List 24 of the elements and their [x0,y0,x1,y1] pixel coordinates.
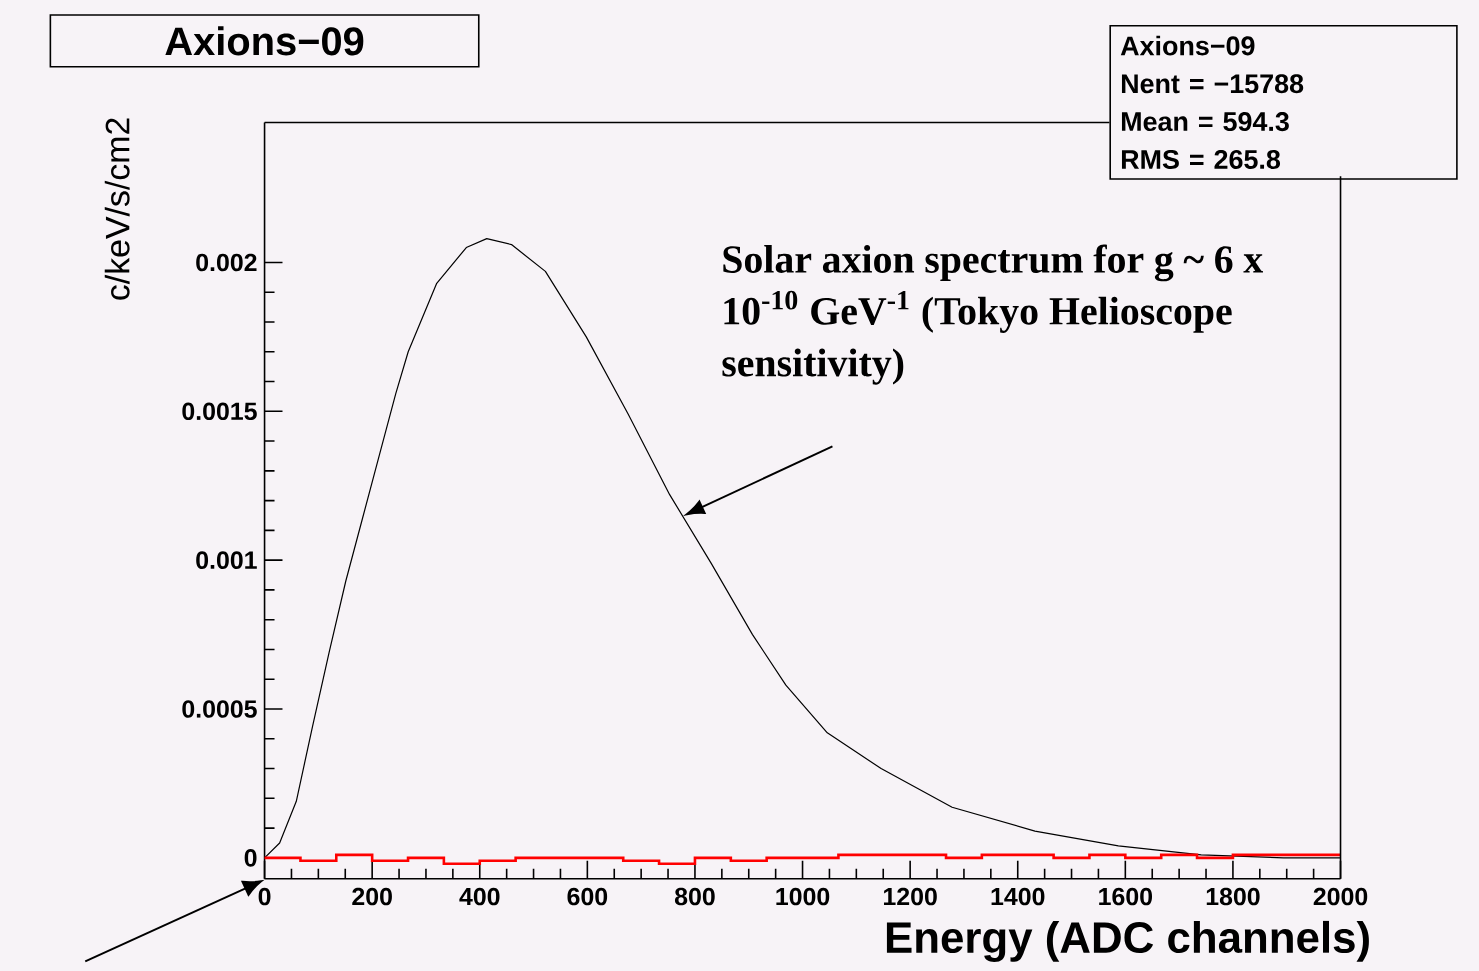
x-tick-label: 800 [674,887,715,906]
y-tick-label: 0.001 [196,551,257,569]
x-tick-label: 400 [459,887,500,906]
text: Nent = −15788 [1121,74,1304,94]
y-tick-label: 0 [244,848,257,867]
x-axis-title: Energy (ADC channels) [886,920,1369,962]
text: Axions−09 [1120,35,1255,56]
x-tick-label: 200 [352,887,392,906]
annotation: Solar axion spectrum for g ~ 6 x 10$^{-10}$ GeV$^{-1}$ (Tokyo Helioscope sensitivity) [722,244,1263,385]
annotation: Mean = 594.3 [1121,111,1289,131]
x-tick-label: 1200 [884,887,937,906]
y-tick-label: 0.0015 [182,402,257,420]
chart-title: Axions−09 [165,26,364,56]
y-axis-title: c/keV/s/cm2 [104,118,130,300]
y-tick-label: 0.0005 [182,700,257,718]
x-tick-label: 1800 [1206,887,1260,906]
annotation: RMS = 265.8 [1121,149,1281,169]
x-tick-label: 1600 [1099,887,1153,906]
y-tick-label: 0.002 [196,253,257,272]
x-tick-label: 0 [258,887,271,906]
x-tick-label: 2000 [1313,887,1368,906]
x-tick-label: 1000 [776,887,830,906]
x-tick-label: 600 [567,887,608,906]
x-tick-label: 1400 [991,887,1045,906]
